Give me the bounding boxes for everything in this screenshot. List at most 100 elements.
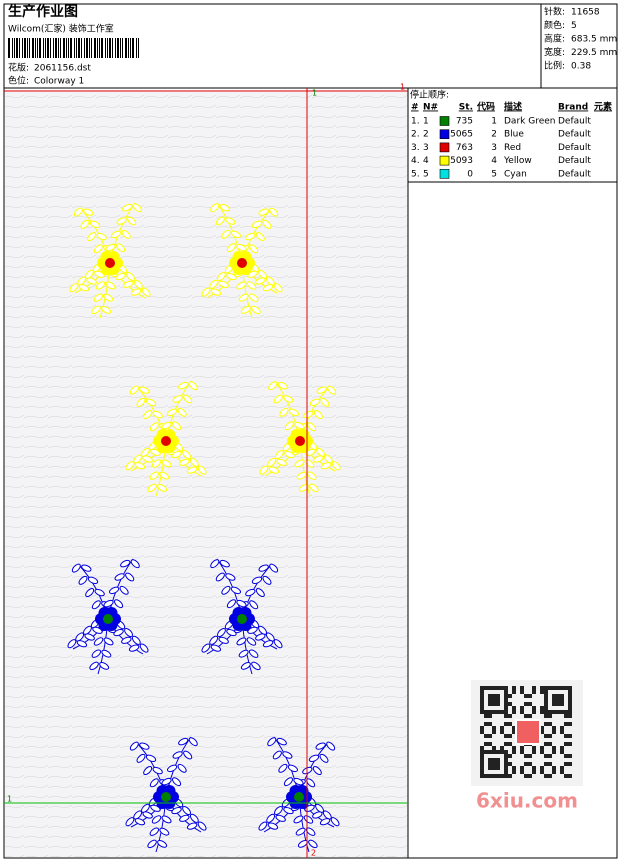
table-header: 描述 bbox=[504, 101, 522, 113]
leaf bbox=[91, 305, 101, 315]
leaf bbox=[125, 461, 135, 471]
qr-cell bbox=[548, 714, 552, 718]
qr-cell bbox=[504, 770, 508, 774]
qr-cell bbox=[480, 746, 484, 750]
qr-cell bbox=[560, 694, 564, 698]
leaf bbox=[142, 455, 153, 463]
leaf bbox=[238, 293, 249, 302]
bar bbox=[130, 38, 131, 58]
qr-cell bbox=[568, 734, 572, 738]
leaf bbox=[267, 822, 279, 830]
qr-cell bbox=[512, 730, 516, 734]
leaf bbox=[279, 407, 289, 417]
qr-cell bbox=[520, 746, 524, 750]
leaf bbox=[276, 737, 287, 746]
qr-cell bbox=[528, 714, 532, 718]
table-header: Brand bbox=[558, 103, 588, 113]
qr-cell bbox=[492, 726, 496, 730]
leaf bbox=[313, 410, 323, 420]
qr-cell bbox=[480, 694, 484, 698]
qr-cell bbox=[524, 714, 528, 718]
qr-cell bbox=[488, 722, 492, 726]
leaf bbox=[81, 564, 92, 572]
leaf bbox=[189, 813, 199, 823]
qr-cell bbox=[508, 762, 512, 766]
leaf bbox=[255, 232, 265, 242]
swatch bbox=[439, 142, 450, 153]
qr-cell bbox=[552, 702, 556, 706]
leaf bbox=[159, 827, 170, 836]
qr-cell bbox=[568, 762, 572, 766]
cell: Red bbox=[504, 143, 521, 153]
leaf bbox=[105, 243, 116, 252]
leaf bbox=[91, 649, 102, 658]
bar bbox=[27, 38, 28, 58]
leaf bbox=[69, 283, 79, 293]
leaf bbox=[123, 280, 134, 288]
qr-cell bbox=[564, 714, 568, 718]
qr-cell bbox=[564, 774, 568, 778]
watermark: 6xiu.com bbox=[476, 789, 578, 813]
leaf bbox=[116, 217, 127, 225]
qr-cell bbox=[548, 742, 552, 746]
leaf bbox=[326, 741, 336, 751]
leaf bbox=[85, 588, 95, 598]
qr-cell bbox=[524, 762, 528, 766]
bar bbox=[132, 38, 134, 58]
leaf bbox=[255, 633, 266, 641]
qr-cell bbox=[524, 754, 528, 758]
leaf bbox=[80, 219, 90, 229]
qr-cell bbox=[480, 690, 484, 694]
qr-cell bbox=[560, 766, 564, 770]
leaf bbox=[209, 279, 219, 289]
qr-cell bbox=[568, 686, 572, 690]
qr-cell bbox=[532, 710, 536, 714]
leaf bbox=[133, 279, 143, 289]
qr-cell bbox=[508, 754, 512, 758]
qr-cell bbox=[568, 710, 572, 714]
leaf bbox=[226, 628, 237, 637]
qr-cell bbox=[528, 702, 532, 706]
qr-cell bbox=[552, 710, 556, 714]
motif bbox=[259, 380, 341, 497]
leaf bbox=[251, 305, 261, 315]
bar bbox=[138, 38, 139, 58]
qr-cell bbox=[540, 766, 544, 770]
leaf bbox=[76, 640, 88, 648]
cell: 5. bbox=[411, 169, 420, 179]
qr-cell bbox=[508, 774, 512, 778]
qr-cell bbox=[564, 762, 568, 766]
leaf bbox=[277, 381, 288, 390]
flower-center bbox=[237, 614, 247, 624]
qr-cell bbox=[544, 706, 548, 710]
qr-cell bbox=[488, 710, 492, 714]
qr-cell bbox=[504, 762, 508, 766]
leaf bbox=[132, 203, 142, 213]
leaf bbox=[226, 243, 236, 253]
bar bbox=[76, 38, 77, 58]
qr-cell bbox=[552, 730, 556, 734]
leaf bbox=[189, 457, 199, 467]
qr-cell bbox=[520, 706, 524, 710]
leaf bbox=[251, 661, 261, 671]
qr-cell bbox=[544, 754, 548, 758]
qr-cell bbox=[500, 750, 504, 754]
leaf bbox=[267, 737, 277, 747]
leaf bbox=[230, 586, 242, 595]
qr-cell bbox=[512, 686, 516, 690]
info-value: 683.5 mm bbox=[571, 35, 617, 45]
qr-cell bbox=[496, 766, 500, 770]
leaf bbox=[178, 381, 189, 390]
qr-cell bbox=[496, 758, 500, 762]
leaf bbox=[149, 471, 160, 480]
cell: 5065 bbox=[450, 130, 473, 140]
qr-cell bbox=[484, 750, 488, 754]
flower-center bbox=[103, 614, 113, 624]
qr-cell bbox=[564, 710, 568, 714]
bar bbox=[37, 38, 38, 58]
leaf bbox=[126, 272, 135, 282]
leaf bbox=[295, 827, 306, 836]
qr-cell bbox=[492, 694, 496, 698]
qr-cell bbox=[504, 758, 508, 762]
